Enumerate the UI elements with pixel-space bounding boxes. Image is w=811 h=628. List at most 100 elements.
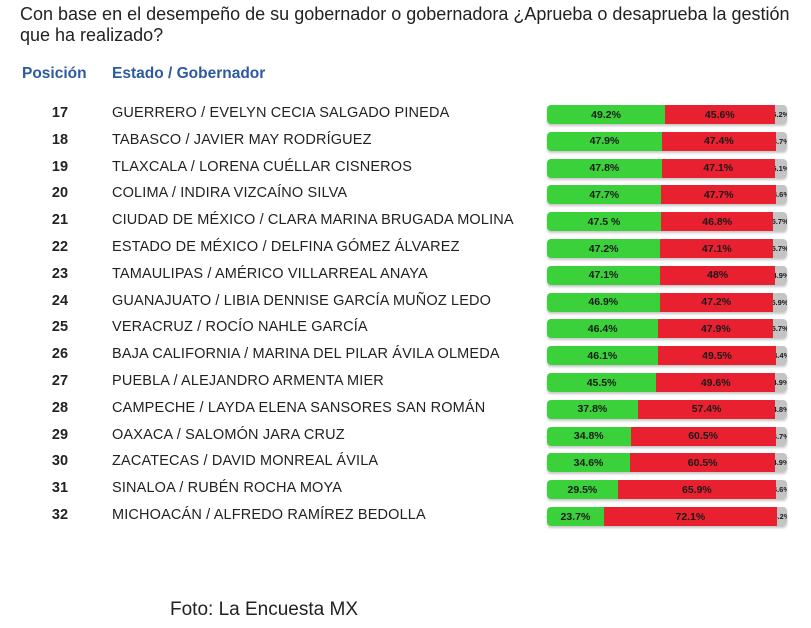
table-row: 25 VERACRUZ / ROCÍO NAHLE GARCÍA 46.4% 47.9… xyxy=(0,315,811,341)
state-governor-label: CAMPECHE / LAYDA ELENA SANSORES SAN ROMÁ… xyxy=(112,399,486,416)
no-response-segment: 4.4% xyxy=(776,346,787,366)
disapprove-segment: 47.1% xyxy=(660,239,774,258)
table-row: 20 COLIMA / INDIRA VIZCAÍNO SILVA 47.7% 47.… xyxy=(0,181,811,207)
table-row: 18 TABASCO / JAVIER MAY RODRÍGUEZ 47.9% 47.… xyxy=(0,128,811,154)
chart-title: Con base en el desempeño de su gobernado… xyxy=(20,4,790,45)
approve-segment: 47.8% xyxy=(547,158,662,178)
rank-number: 23 xyxy=(51,265,69,282)
stacked-bar: 29.5%65.9%4.6% xyxy=(547,480,787,500)
disapprove-segment: 47.9% xyxy=(658,319,774,339)
table-row: 23 TAMAULIPAS / AMÉRICO VILLARREAL ANAYA 4… xyxy=(0,262,811,288)
rank-number: 30 xyxy=(51,453,69,470)
stacked-bar: 47.5 %46.8%5.7% xyxy=(547,212,787,232)
disapprove-segment: 65.9% xyxy=(617,480,776,500)
header-state-governor: Estado / Gobernador xyxy=(112,65,266,82)
approve-segment: 49.2% xyxy=(547,105,666,124)
disapprove-segment: 48% xyxy=(660,265,776,285)
table-row: 21 CIUDAD DE MÉXICO / CLARA MARINA BRUGAD… xyxy=(0,208,811,234)
disapprove-segment: 49.5% xyxy=(657,346,777,366)
state-governor-label: PUEBLA / ALEJANDRO ARMENTA MIER xyxy=(112,373,384,389)
table-row: 19 TLAXCALA / LORENA CUÉLLAR CISNEROS 47.8… xyxy=(0,155,811,181)
stacked-bar: 49.2%45.6%5.2% xyxy=(547,105,787,124)
disapprove-segment: 47.4% xyxy=(661,131,776,151)
disapprove-segment: 72.1% xyxy=(603,507,777,526)
rank-number: 18 xyxy=(51,131,69,148)
rank-number: 29 xyxy=(51,426,69,443)
stacked-bar: 23.7%72.1%4.2% xyxy=(547,507,787,526)
approve-segment: 47.7% xyxy=(547,185,662,205)
disapprove-segment: 46.8% xyxy=(661,212,774,232)
stacked-bar: 47.9%47.4%4.7% xyxy=(547,131,787,151)
table-row: 29 OAXACA / SALOMÓN JARA CRUZ 34.8%60.5%4.… xyxy=(0,423,811,449)
no-response-segment: 5.2% xyxy=(774,105,787,124)
approve-segment: 23.7% xyxy=(547,507,604,526)
no-response-segment: 4.7% xyxy=(775,131,787,151)
stacked-bar: 46.9%47.2%5.9% xyxy=(547,292,787,312)
approve-segment: 47.5 % xyxy=(547,212,661,232)
state-governor-label: SINALOA / RUBÉN ROCHA MOYA xyxy=(112,480,343,497)
approve-segment: 34.6% xyxy=(547,453,631,473)
approve-segment: 46.9% xyxy=(547,292,660,312)
approve-segment: 47.2% xyxy=(547,239,661,258)
rank-number: 28 xyxy=(51,399,69,416)
table-row: 17 GUERRERO / EVELYN CECIA SALGADO PINEDA… xyxy=(0,101,811,127)
state-governor-label: CIUDAD DE MÉXICO / CLARA MARINA BRUGADA … xyxy=(112,212,514,229)
disapprove-segment: 60.5% xyxy=(630,453,776,473)
disapprove-segment: 47.1% xyxy=(661,158,775,178)
approve-segment: 29.5% xyxy=(547,480,618,500)
rank-number: 19 xyxy=(51,158,69,175)
rank-number: 25 xyxy=(51,319,69,336)
table-row: 31 SINALOA / RUBÉN ROCHA MOYA 29.5%65.9%4.… xyxy=(0,476,811,502)
state-governor-label: OAXACA / SALOMÓN JARA CRUZ xyxy=(112,426,345,443)
no-response-segment: 4.9% xyxy=(775,265,787,285)
state-governor-label: BAJA CALIFORNIA / MARINA DEL PILAR ÁVILA… xyxy=(112,346,500,363)
stacked-bar: 47.8%47.1%5.1% xyxy=(547,158,787,178)
no-response-segment: 5.1% xyxy=(774,158,787,178)
stacked-bar: 34.6%60.5%4.9% xyxy=(547,453,787,473)
rank-number: 26 xyxy=(51,346,69,363)
approve-segment: 34.8% xyxy=(547,426,631,446)
rank-number: 27 xyxy=(51,373,69,389)
no-response-segment: 4.6% xyxy=(775,185,787,205)
stacked-bar: 45.5%49.6%4.9% xyxy=(547,373,787,392)
stacked-bar: 46.4%47.9%5.7% xyxy=(547,319,787,339)
stacked-bar: 47.1%48%4.9% xyxy=(547,265,787,285)
no-response-segment: 4.6% xyxy=(775,480,787,500)
rank-number: 24 xyxy=(51,292,69,309)
table-row: 28 CAMPECHE / LAYDA ELENA SANSORES SAN RO… xyxy=(0,396,811,422)
state-governor-label: ESTADO DE MÉXICO / DELFINA GÓMEZ ÁLVAREZ xyxy=(112,239,460,255)
state-governor-label: COLIMA / INDIRA VIZCAÍNO SILVA xyxy=(112,185,348,202)
rank-number: 31 xyxy=(51,480,69,497)
stacked-bar: 34.8%60.5%4.7% xyxy=(547,426,787,446)
disapprove-segment: 47.2% xyxy=(659,292,773,312)
state-governor-label: GUERRERO / EVELYN CECIA SALGADO PINEDA xyxy=(112,105,450,121)
rank-number: 21 xyxy=(51,212,69,229)
no-response-segment: 5.9% xyxy=(772,292,787,312)
no-response-segment: 5.7% xyxy=(773,239,787,258)
table-row: 26 BAJA CALIFORNIA / MARINA DEL PILAR ÁVI… xyxy=(0,342,811,368)
table-header: Posición Estado / Gobernador xyxy=(0,65,811,85)
stacked-bar: 37.8%57.4%4.8% xyxy=(547,399,787,419)
no-response-segment: 4.9% xyxy=(775,373,787,392)
rank-number: 17 xyxy=(51,105,69,121)
state-governor-label: VERACRUZ / ROCÍO NAHLE GARCÍA xyxy=(112,319,368,336)
approve-segment: 47.1% xyxy=(547,265,661,285)
photo-credit: Foto: La Encuesta MX xyxy=(170,599,358,620)
state-governor-label: TAMAULIPAS / AMÉRICO VILLARREAL ANAYA xyxy=(112,265,428,282)
state-governor-label: TABASCO / JAVIER MAY RODRÍGUEZ xyxy=(112,131,372,148)
table-row: 27 PUEBLA / ALEJANDRO ARMENTA MIER 45.5% 49… xyxy=(0,369,811,395)
no-response-segment: 4.7% xyxy=(775,426,787,446)
no-response-segment: 4.8% xyxy=(775,399,787,419)
approve-segment: 46.4% xyxy=(547,319,659,339)
approve-segment: 47.9% xyxy=(547,131,662,151)
no-response-segment: 4.2% xyxy=(776,507,787,526)
state-governor-label: ZACATECAS / DAVID MONREAL ÁVILA xyxy=(112,453,379,470)
disapprove-segment: 47.7% xyxy=(661,185,776,205)
table-row: 24 GUANAJUATO / LIBIA DENNISE GARCÍA MUÑO… xyxy=(0,289,811,315)
disapprove-segment: 49.6% xyxy=(656,373,776,392)
disapprove-segment: 60.5% xyxy=(630,426,776,446)
approve-segment: 46.1% xyxy=(547,346,658,366)
stacked-bar: 47.2%47.1%5.7% xyxy=(547,239,787,258)
rank-number: 32 xyxy=(51,507,69,523)
disapprove-segment: 45.6% xyxy=(665,105,775,124)
